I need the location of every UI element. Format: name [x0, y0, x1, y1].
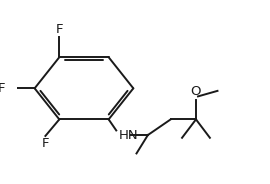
Text: O: O: [191, 85, 201, 98]
Text: F: F: [56, 23, 63, 36]
Text: F: F: [0, 82, 5, 95]
Text: F: F: [42, 137, 49, 150]
Text: HN: HN: [119, 129, 139, 141]
